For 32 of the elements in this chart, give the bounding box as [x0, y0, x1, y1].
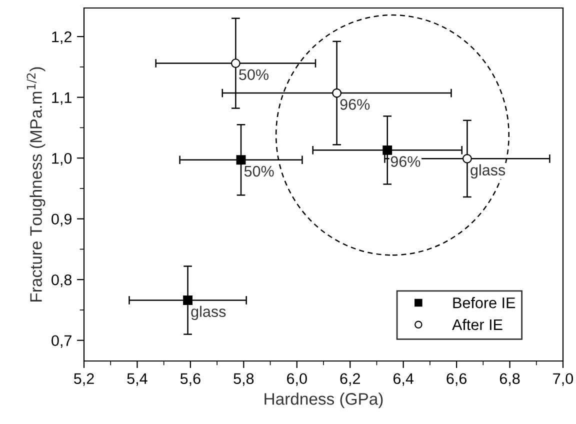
- point: [382, 145, 392, 155]
- x-tick-label: 5,8: [234, 373, 254, 386]
- x-tick-label: 5,6: [180, 373, 200, 386]
- y-tick-label: 1,0: [52, 152, 72, 166]
- x-tick-label: 6,8: [500, 373, 520, 386]
- x-tick-label: 6,6: [446, 373, 467, 386]
- annotation: 96%: [340, 99, 370, 110]
- x-axis-title: Hardness (GPa): [264, 392, 383, 408]
- y-tick-label: 1,1: [52, 92, 72, 105]
- x-tick-label: 6,2: [340, 373, 360, 386]
- point: [462, 154, 472, 164]
- x-tick-label: 7,0: [553, 373, 574, 386]
- legend-label: After IE: [452, 318, 502, 330]
- point: [230, 58, 240, 68]
- x-tick-label: 6,0: [287, 373, 307, 386]
- x-tick-label: 5,2: [74, 373, 94, 386]
- y-axis-title: Fracture Toughness (MPa.m$^{1/2}$): [26, 67, 46, 302]
- point: [236, 155, 246, 165]
- y-tick-label: 0,8: [52, 274, 72, 288]
- legend-label: Before IE: [453, 297, 516, 308]
- y-tick-label: 0,7: [52, 335, 72, 348]
- annotation: glass: [191, 306, 226, 320]
- annotation: 96%: [390, 156, 420, 167]
- point: [332, 88, 342, 98]
- annotation: 50%: [239, 69, 268, 80]
- x-tick-label: 6,4: [393, 373, 414, 386]
- x-tick-label: 5,4: [127, 373, 148, 386]
- point: [183, 296, 193, 305]
- annotation: 50%: [244, 166, 274, 177]
- y-tick-label: 0,9: [52, 214, 72, 226]
- y-tick-label: 1,2: [52, 31, 72, 44]
- annotation: glass: [470, 164, 506, 178]
